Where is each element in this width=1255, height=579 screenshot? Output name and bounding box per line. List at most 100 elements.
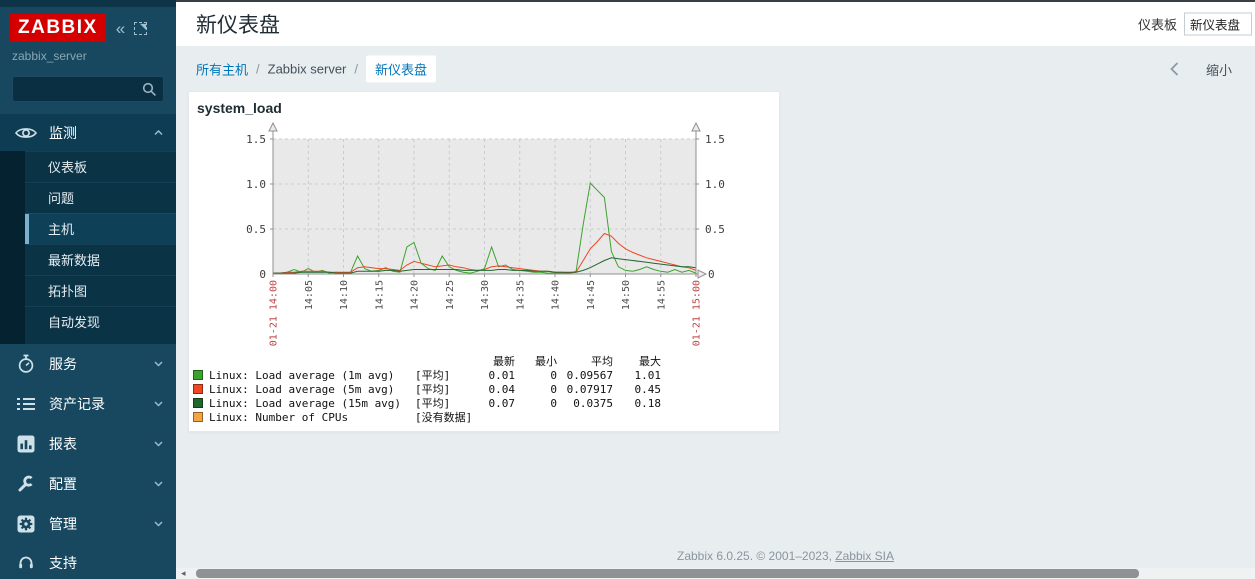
svg-text:0: 0	[708, 268, 715, 281]
sidebar-item-services[interactable]: 服务	[0, 344, 176, 384]
legend-item-label: Linux: Load average (15m avg)	[209, 396, 402, 410]
submenu-rail	[0, 151, 25, 344]
svg-text:1.0: 1.0	[246, 178, 266, 191]
stopwatch-icon	[14, 353, 38, 375]
collapse-button[interactable]: 缩小	[1205, 62, 1232, 78]
legend-value-last: 0.01	[488, 368, 516, 382]
sidebar-item-maps[interactable]: 拓扑图	[25, 275, 176, 306]
kiosk-mode-icon[interactable]: ◥	[134, 21, 148, 35]
chevron-down-icon	[154, 401, 163, 407]
search-input[interactable]	[12, 76, 164, 102]
breadcrumb-current-dashboard[interactable]: 新仪表盘	[366, 55, 437, 83]
menu-label: 报表	[49, 436, 77, 452]
chevron-down-icon	[154, 481, 163, 487]
legend-row: Linux: Load average (5m avg) [平均] 0.04 0…	[193, 381, 662, 396]
chevron-down-icon	[154, 441, 163, 447]
sidebar-item-configuration[interactable]: 配置	[0, 464, 176, 504]
page-title: 新仪表盘	[196, 14, 280, 37]
server-name: zabbix_server	[12, 49, 87, 63]
sidebar-item-inventory[interactable]: 资产记录	[0, 384, 176, 424]
legend-value-min: 0	[550, 368, 557, 382]
legend-row: Linux: Load average (15m avg) [平均] 0.07 …	[193, 395, 661, 410]
legend-value-max: 0.45	[634, 382, 662, 396]
breadcrumb-host[interactable]: Zabbix server	[267, 61, 347, 77]
sidebar-item-reports[interactable]: 报表	[0, 424, 176, 464]
legend-value-avg: 0.09567	[566, 368, 613, 382]
graph-widget: system_load 0 0 0.5 0.5 1.0 1.0 1.5 1.5 01-21 14…	[188, 91, 780, 432]
sidebar-item-dashboards[interactable]: 仪表板	[25, 151, 176, 182]
footer-text: Zabbix 6.0.25. © 2001–2023,	[677, 549, 836, 563]
legend-item-function: [平均]	[415, 369, 451, 382]
svg-text:14:15: 14:15	[374, 280, 385, 310]
sidebar-item-problems[interactable]: 问题	[25, 182, 176, 213]
legend-header-avg: 平均	[591, 355, 613, 368]
chevron-left-icon[interactable]	[1170, 62, 1179, 76]
sidebar-item-latest-data[interactable]: 最新数据	[25, 244, 176, 275]
sidebar-item-administration[interactable]: 管理	[0, 504, 176, 544]
legend-item-label: Linux: Load average (1m avg)	[209, 368, 395, 382]
toolbar-right: 缩小	[1170, 46, 1255, 92]
legend-value-max: 1.01	[634, 368, 662, 382]
breadcrumb-all-hosts[interactable]: 所有主机	[196, 62, 249, 78]
svg-text:14:55: 14:55	[656, 280, 667, 310]
legend-item-label: Linux: Load average (5m avg)	[209, 382, 395, 396]
toolbar: 所有主机 / Zabbix server / 新仪表盘 缩小	[176, 46, 1255, 92]
sidebar: ZABBIX « ◥ zabbix_server	[0, 0, 176, 579]
page-header: 新仪表盘 仪表板	[176, 0, 1255, 46]
legend-item-function: [没有数据]	[415, 411, 473, 424]
svg-text:1.0: 1.0	[705, 178, 725, 191]
series-color-swatch	[193, 370, 203, 380]
svg-text:14:20: 14:20	[410, 280, 421, 310]
svg-text:01-21 14:00: 01-21 14:00	[269, 280, 280, 346]
collapse-sidebar-icon[interactable]: «	[115, 18, 126, 38]
series-color-swatch	[193, 384, 203, 394]
legend-value-min: 0	[550, 396, 557, 410]
system-load-graph[interactable]: 0 0 0.5 0.5 1.0 1.0 1.5 1.5 01-21 14:00 14:05 14:1…	[219, 121, 749, 354]
monitoring-submenu: 仪表板 问题 主机 最新数据 拓扑图 自动发现	[0, 151, 176, 344]
menu-label: 配置	[49, 476, 77, 492]
dashboard-name-input[interactable]	[1184, 12, 1252, 36]
logo-row: ZABBIX « ◥	[0, 0, 176, 42]
svg-text:14:50: 14:50	[621, 280, 632, 310]
sidebar-search	[12, 76, 164, 102]
svg-text:0.5: 0.5	[705, 223, 725, 236]
legend-value-min: 0	[550, 382, 557, 396]
headset-icon	[14, 552, 38, 574]
breadcrumb: 所有主机 / Zabbix server / 新仪表盘	[196, 55, 437, 83]
dashboard-name-label: 仪表板	[1137, 17, 1177, 33]
scrollbar-thumb[interactable]	[196, 569, 1139, 578]
search-icon	[142, 82, 156, 96]
svg-text:01-21 15:00: 01-21 15:00	[692, 280, 703, 346]
menu-label: 资产记录	[49, 396, 105, 412]
legend-header-max: 最大	[639, 355, 661, 368]
sidebar-item-discovery[interactable]: 自动发现	[25, 306, 176, 337]
chevron-up-icon	[154, 129, 163, 136]
sidebar-item-hosts[interactable]: 主机	[25, 213, 176, 244]
sidebar-item-monitoring[interactable]: 监测	[0, 114, 176, 151]
chevron-down-icon	[154, 361, 163, 367]
zabbix-logo[interactable]: ZABBIX	[10, 14, 106, 42]
breadcrumb-separator: /	[256, 61, 260, 77]
legend-item-label: Linux: Number of CPUs	[209, 410, 349, 424]
eye-icon	[14, 122, 38, 144]
breadcrumb-separator: /	[354, 61, 359, 77]
sidebar-controls: « ◥	[115, 18, 148, 38]
scroll-left-arrow-icon[interactable]: ◂	[181, 568, 186, 578]
menu-label: 监测	[49, 124, 77, 141]
series-color-swatch	[193, 412, 203, 422]
svg-text:1.5: 1.5	[246, 133, 266, 146]
graph-legend: 最新 最小 平均 最大 Linux: Load average (1m avg)…	[193, 353, 662, 424]
svg-text:0.5: 0.5	[246, 223, 266, 236]
legend-header-row: 最新 最小 平均 最大	[193, 353, 661, 368]
sidebar-item-support[interactable]: 支持	[0, 546, 176, 579]
chevron-down-icon	[154, 521, 163, 527]
sidebar-top-strip	[0, 0, 176, 7]
page-footer: Zabbix 6.0.25. © 2001–2023, Zabbix SIA	[176, 549, 1255, 563]
legend-row: Linux: Number of CPUs [没有数据]	[193, 409, 661, 424]
menu-label: 管理	[49, 516, 77, 532]
footer-link[interactable]: Zabbix SIA	[835, 549, 894, 563]
legend-item-function: [平均]	[415, 397, 451, 410]
svg-text:14:40: 14:40	[551, 280, 562, 310]
sidebar-menu: 监测 仪表板 问题 主机 最新数据 拓扑图 自动发现	[0, 114, 176, 544]
